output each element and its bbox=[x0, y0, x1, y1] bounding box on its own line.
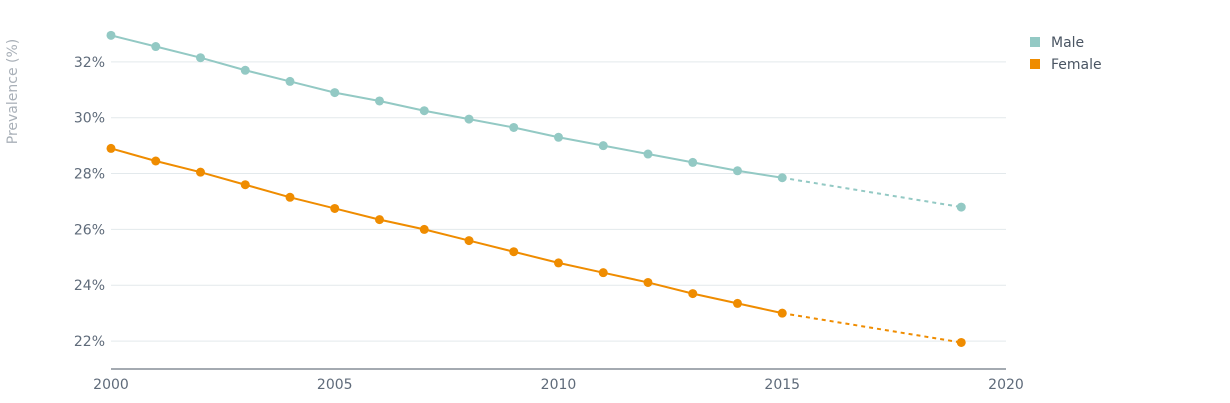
data-point[interactable] bbox=[509, 122, 519, 132]
series-female bbox=[106, 143, 966, 347]
legend-swatch bbox=[1030, 59, 1040, 69]
data-point[interactable] bbox=[956, 202, 966, 212]
data-point[interactable] bbox=[777, 308, 787, 318]
data-point[interactable] bbox=[688, 289, 698, 299]
data-point[interactable] bbox=[419, 106, 429, 116]
data-point[interactable] bbox=[777, 173, 787, 183]
series-projection-line-female bbox=[782, 312, 962, 344]
data-point[interactable] bbox=[196, 167, 205, 177]
gridlines bbox=[111, 61, 1006, 342]
data-point[interactable] bbox=[733, 166, 742, 176]
data-point[interactable] bbox=[151, 42, 161, 52]
y-tick-label: 26% bbox=[74, 222, 105, 238]
y-tick-label: 22% bbox=[74, 334, 105, 350]
data-point[interactable] bbox=[509, 247, 519, 257]
y-tick-label: 24% bbox=[74, 278, 105, 294]
series-line-male bbox=[110, 34, 783, 179]
x-tick-label: 2015 bbox=[764, 377, 800, 393]
data-point[interactable] bbox=[554, 258, 563, 268]
data-point[interactable] bbox=[106, 143, 116, 153]
x-tick-label: 2010 bbox=[541, 377, 577, 393]
legend-swatch bbox=[1030, 37, 1040, 47]
data-point[interactable] bbox=[688, 157, 698, 167]
legend-label[interactable]: Male bbox=[1051, 35, 1084, 51]
data-point[interactable] bbox=[330, 88, 340, 98]
series-layer bbox=[106, 30, 966, 347]
data-point[interactable] bbox=[330, 203, 340, 213]
y-tick-label: 32% bbox=[74, 55, 105, 71]
data-point[interactable] bbox=[196, 53, 205, 63]
data-point[interactable] bbox=[598, 141, 608, 151]
data-point[interactable] bbox=[464, 236, 474, 246]
y-axis-label: Prevalence (%) bbox=[5, 39, 21, 145]
data-point[interactable] bbox=[106, 30, 116, 40]
data-point[interactable] bbox=[464, 114, 474, 124]
data-point[interactable] bbox=[285, 76, 295, 86]
legend-label[interactable]: Female bbox=[1051, 57, 1102, 73]
series-projection-line-male bbox=[782, 176, 962, 209]
data-point[interactable] bbox=[598, 268, 608, 278]
x-tick-label: 2000 bbox=[93, 377, 129, 393]
data-point[interactable] bbox=[554, 132, 563, 142]
y-tick-label: 30% bbox=[74, 111, 105, 127]
data-point[interactable] bbox=[733, 298, 742, 308]
data-point[interactable] bbox=[240, 180, 250, 190]
x-axis-ticks: 2000 2005 2010 2015 2020 bbox=[93, 377, 1024, 393]
data-point[interactable] bbox=[240, 65, 250, 75]
data-point[interactable] bbox=[643, 277, 653, 287]
data-point[interactable] bbox=[151, 156, 161, 166]
legend: Male Female bbox=[1030, 35, 1102, 73]
data-point[interactable] bbox=[643, 149, 653, 159]
data-point[interactable] bbox=[375, 96, 384, 106]
data-point[interactable] bbox=[419, 224, 429, 234]
series-line-female bbox=[110, 147, 783, 315]
data-point[interactable] bbox=[956, 337, 966, 347]
series-male bbox=[106, 30, 966, 212]
data-point[interactable] bbox=[375, 215, 384, 225]
x-tick-label: 2020 bbox=[988, 377, 1024, 393]
data-point[interactable] bbox=[285, 192, 295, 202]
y-tick-label: 28% bbox=[74, 167, 105, 183]
x-tick-label: 2005 bbox=[317, 377, 353, 393]
y-axis-ticks: 22% 24% 26% 28% 30% 32% bbox=[74, 55, 105, 350]
